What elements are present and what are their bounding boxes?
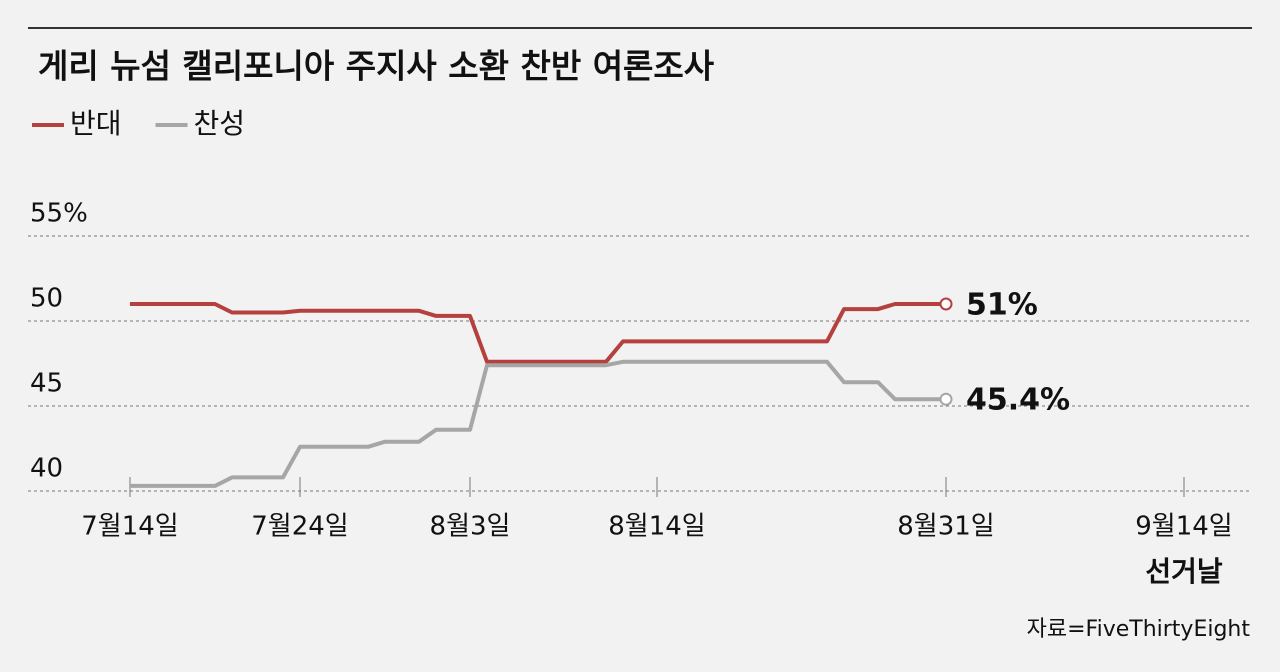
x-tick-label: 7월24일 <box>251 512 348 542</box>
end-marker <box>939 392 953 406</box>
x-tick-label: 7월14일 <box>81 512 178 542</box>
y-tick-label: 45 <box>30 369 63 399</box>
source: 자료=FiveThirtyEight <box>1027 617 1251 642</box>
chart-title: 게리 뉴섬 캘리포니아 주지사 소환 찬반 여론조사 <box>38 47 715 86</box>
legend-label: 반대 <box>70 107 122 140</box>
y-tick-label: 55% <box>30 199 88 229</box>
series-line <box>130 302 946 364</box>
end-label: 51% <box>966 288 1038 323</box>
end-marker <box>939 297 953 311</box>
legend-label: 찬성 <box>194 107 246 140</box>
series-line <box>130 359 946 488</box>
end-label: 45.4% <box>966 383 1070 418</box>
x-tick-label: 8월31일 <box>897 512 994 542</box>
x-tick-label: 9월14일 <box>1135 512 1232 542</box>
y-tick-label: 50 <box>30 284 63 314</box>
annotation: 선거날 <box>1145 555 1223 588</box>
y-tick-label: 40 <box>30 454 63 484</box>
x-tick-label: 8월3일 <box>430 512 511 542</box>
x-tick-label: 8월14일 <box>608 512 705 542</box>
